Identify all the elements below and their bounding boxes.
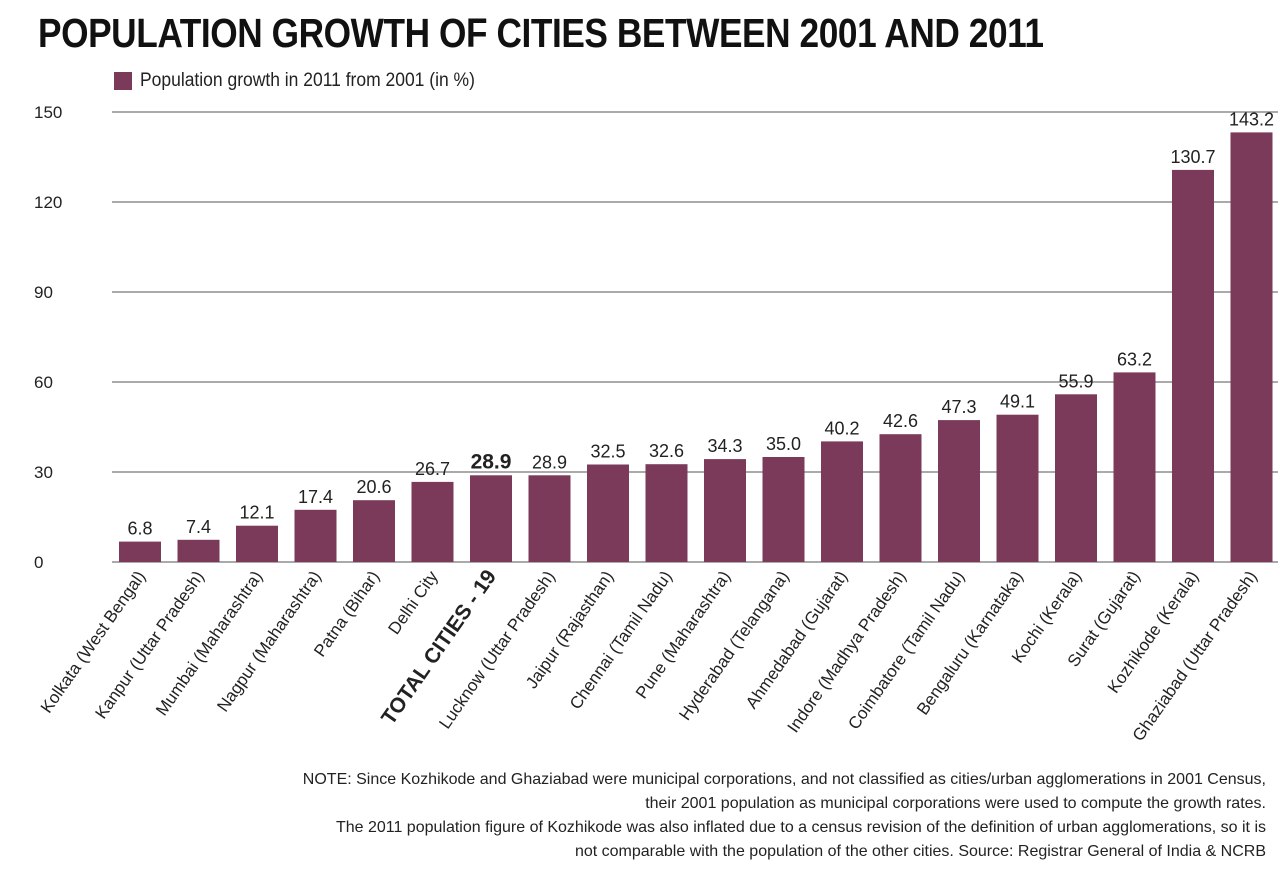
x-tick-label: Coimbatore (Tamil Nadu) — [844, 567, 968, 733]
value-label: 6.8 — [127, 519, 152, 539]
x-tick-label: Ghaziabad (Uttar Pradesh) — [1129, 567, 1261, 744]
value-label: 26.7 — [415, 459, 450, 479]
y-tick-label: 60 — [34, 373, 53, 392]
x-tick-label: Lucknow (Uttar Pradesh) — [435, 567, 558, 732]
x-tick-label: Ahmedabad (Gujarat) — [742, 567, 851, 712]
value-label: 63.2 — [1117, 349, 1152, 369]
value-label: 12.1 — [239, 503, 274, 523]
bar — [236, 525, 278, 562]
bar — [938, 420, 980, 562]
bar — [1113, 372, 1156, 562]
value-label: 35.0 — [766, 434, 801, 454]
y-tick-label: 120 — [34, 193, 62, 212]
bar — [411, 481, 454, 562]
value-label: 28.9 — [532, 452, 567, 472]
value-label: 20.6 — [356, 477, 391, 497]
y-tick-label: 30 — [34, 463, 53, 482]
bar — [294, 509, 337, 562]
x-tick-label: Kolkata (West Bengal) — [37, 567, 149, 716]
x-tick-label: Hyderabad (Telangana) — [675, 567, 792, 723]
bar — [353, 500, 395, 562]
value-label: 47.3 — [941, 397, 976, 417]
chart-title: POPULATION GROWTH OF CITIES BETWEEN 2001… — [38, 10, 1044, 56]
footnote-line: NOTE: Since Kozhikode and Ghaziabad were… — [302, 771, 1266, 788]
x-tick-label: Mumbai (Maharashtra) — [152, 567, 266, 719]
bar — [704, 459, 746, 562]
bar — [119, 541, 161, 562]
x-tick-label: TOTAL CITIES - 19 — [377, 566, 501, 729]
y-tick-label: 0 — [34, 553, 43, 572]
bar — [177, 539, 220, 562]
y-tick-label: 90 — [34, 283, 53, 302]
value-label: 130.7 — [1170, 147, 1215, 167]
bars — [119, 132, 1273, 562]
value-label: 28.9 — [471, 450, 512, 473]
bar — [1230, 132, 1273, 562]
y-axis-ticks: 0 30 60 90 120 150 — [34, 103, 62, 572]
value-label: 17.4 — [298, 487, 333, 507]
x-tick-label: Delhi City — [384, 567, 442, 638]
value-label: 49.1 — [1000, 392, 1035, 412]
bar — [1055, 394, 1097, 562]
value-label: 40.2 — [824, 418, 859, 438]
legend: Population growth in 2011 from 2001 (in … — [114, 70, 504, 92]
bar — [587, 464, 629, 562]
footnote-line: their 2001 population as municipal corpo… — [645, 795, 1266, 812]
x-tick-label: Kanpur (Uttar Pradesh) — [91, 567, 207, 722]
bar — [645, 464, 688, 562]
footnote-line: The 2011 population figure of Kozhikode … — [335, 819, 1266, 836]
bar — [879, 434, 922, 562]
x-tick-label: Indore (Madhya Pradesh) — [784, 567, 910, 736]
value-label: 34.3 — [707, 436, 742, 456]
legend-label: Population growth in 2011 from 2001 (in … — [140, 70, 475, 91]
footnote: NOTE: Since Kozhikode and Ghaziabad were… — [166, 768, 1266, 864]
x-tick-label: Nagpur (Maharashtra) — [213, 567, 324, 715]
value-label: 32.5 — [590, 442, 625, 462]
value-label: 7.4 — [186, 517, 211, 537]
x-tick-label: Bengaluru (Karnataka) — [913, 567, 1027, 718]
bar — [470, 475, 512, 562]
value-labels: 6.8 7.4 12.1 17.4 20.6 26.7 28.9 28.9 32.5 32.6 34… — [127, 109, 1274, 538]
x-tick-label: Chennai (Tamil Nadu) — [566, 567, 676, 713]
value-label: 55.9 — [1058, 371, 1093, 391]
bar — [821, 441, 863, 562]
gridlines — [112, 111, 1278, 563]
y-tick-label: 150 — [34, 103, 62, 122]
bar — [762, 457, 805, 562]
footnote-line: not comparable with the population of th… — [574, 843, 1266, 860]
bar — [528, 475, 571, 562]
legend-swatch — [114, 72, 132, 90]
bar — [1172, 169, 1214, 562]
value-label: 143.2 — [1229, 109, 1274, 129]
value-label: 42.6 — [883, 411, 918, 431]
value-label: 32.6 — [649, 441, 684, 461]
bar — [996, 414, 1039, 562]
x-axis-labels: Kolkata (West Bengal)Kanpur (Uttar Prade… — [37, 566, 1261, 745]
